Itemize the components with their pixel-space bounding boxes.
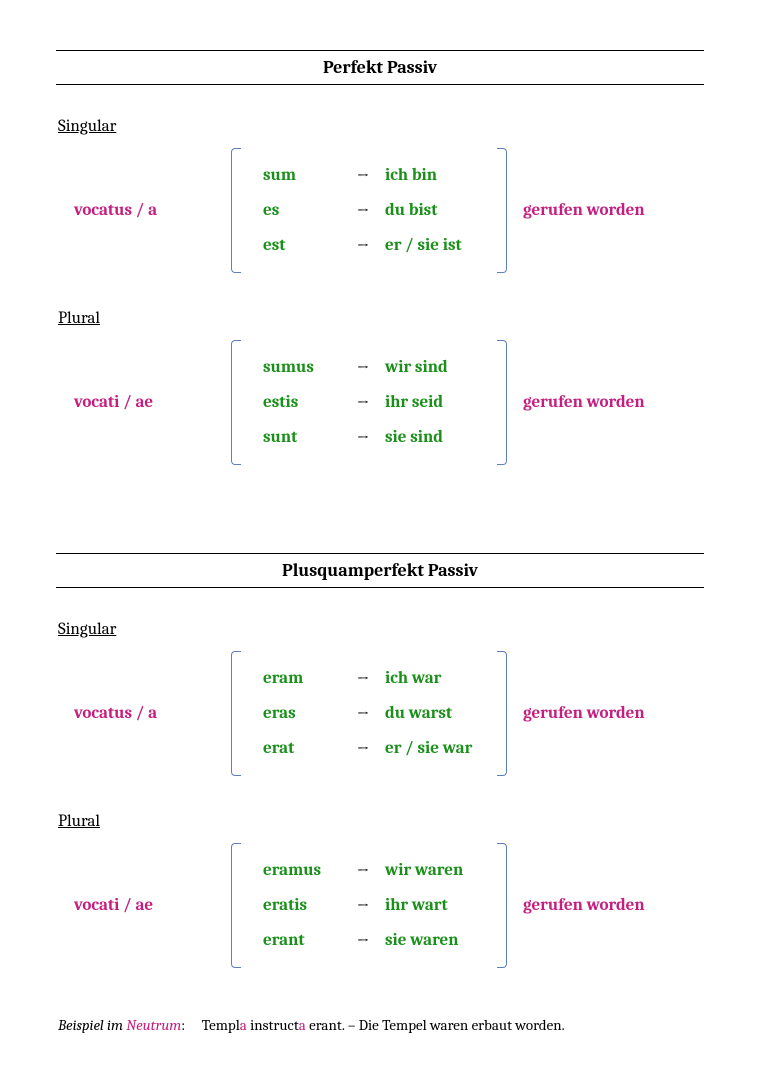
conjugation-block: vocati / ae eramus → wir waren eratis → … (56, 843, 704, 968)
german-form: du bist (385, 201, 497, 220)
german-form: ich bin (385, 166, 497, 185)
bracket-right-icon (497, 843, 507, 968)
forms-table: eramus → wir waren eratis → ihr wart era… (241, 843, 497, 968)
latin-form: sumus (241, 358, 341, 377)
form-row: eratis → ihr wart (241, 888, 497, 923)
bracket-left-icon (231, 148, 241, 273)
form-row: eramus → wir waren (241, 853, 497, 888)
participle: vocatus / a (74, 201, 229, 220)
section-title-perfekt: Perfekt Passiv (56, 50, 704, 85)
bracket-left-icon (231, 651, 241, 776)
arrow-icon: → (341, 167, 385, 185)
form-row: sum → ich bin (241, 158, 497, 193)
footnote-a2: a (299, 1016, 306, 1034)
participle: vocati / ae (74, 393, 229, 412)
form-row: erat → er / sie war (241, 731, 497, 766)
arrow-icon: → (341, 394, 385, 412)
latin-form: est (241, 236, 341, 255)
german-form: sie waren (385, 931, 497, 950)
bracket-right-icon (497, 340, 507, 465)
footnote-neutrum: Neutrum (126, 1016, 181, 1034)
latin-form: eratis (241, 896, 341, 915)
arrow-icon: → (341, 705, 385, 723)
arrow-icon: → (341, 897, 385, 915)
german-form: wir waren (385, 861, 497, 880)
bracket-left-icon (231, 843, 241, 968)
translation: gerufen worden (523, 201, 645, 220)
participle: vocatus / a (74, 704, 229, 723)
number-label-plural-1: Plural (58, 812, 704, 831)
conjugation-block: vocati / ae sumus → wir sind estis → ihr… (56, 340, 704, 465)
forms-table: sum → ich bin es → du bist est → er / si… (241, 148, 497, 273)
latin-form: erat (241, 739, 341, 758)
footnote-ex2: instruct (247, 1016, 299, 1034)
forms-table: sumus → wir sind estis → ihr seid sunt →… (241, 340, 497, 465)
form-row: estis → ihr seid (241, 385, 497, 420)
latin-form: eram (241, 669, 341, 688)
bracket-right-icon (497, 148, 507, 273)
footnote-example: Beispiel im Neutrum: Templa instructa er… (58, 1016, 704, 1034)
bracket-right-icon (497, 651, 507, 776)
translation: gerufen worden (523, 704, 645, 723)
conjugation-block: vocatus / a sum → ich bin es → du bist e… (56, 148, 704, 273)
german-form: ihr wart (385, 896, 497, 915)
number-label-singular-0: Singular (58, 117, 704, 136)
form-row: est → er / sie ist (241, 228, 497, 263)
latin-form: eramus (241, 861, 341, 880)
form-row: sumus → wir sind (241, 350, 497, 385)
section-title-plusquam: Plusquamperfekt Passiv (56, 553, 704, 588)
form-row: eram → ich war (241, 661, 497, 696)
latin-form: sum (241, 166, 341, 185)
german-form: ich war (385, 669, 497, 688)
number-label-singular-1: Singular (58, 620, 704, 639)
arrow-icon: → (341, 359, 385, 377)
latin-form: erant (241, 931, 341, 950)
translation: gerufen worden (523, 896, 645, 915)
forms-table: eram → ich war eras → du warst erat → er… (241, 651, 497, 776)
arrow-icon: → (341, 429, 385, 447)
conjugation-block: vocatus / a eram → ich war eras → du war… (56, 651, 704, 776)
form-row: erant → sie waren (241, 923, 497, 958)
german-form: wir sind (385, 358, 497, 377)
latin-form: sunt (241, 428, 341, 447)
german-form: sie sind (385, 428, 497, 447)
arrow-icon: → (341, 932, 385, 950)
arrow-icon: → (341, 202, 385, 220)
latin-form: eras (241, 704, 341, 723)
arrow-icon: → (341, 237, 385, 255)
arrow-icon: → (341, 862, 385, 880)
translation: gerufen worden (523, 393, 645, 412)
footnote-ex1: Templ (202, 1016, 240, 1034)
german-form: er / sie war (385, 739, 497, 758)
form-row: eras → du warst (241, 696, 497, 731)
latin-form: es (241, 201, 341, 220)
number-label-plural-0: Plural (58, 309, 704, 328)
german-form: du warst (385, 704, 497, 723)
footnote-prefix: Beispiel im (58, 1016, 126, 1034)
footnote-a1: a (240, 1016, 247, 1034)
form-row: es → du bist (241, 193, 497, 228)
participle: vocati / ae (74, 896, 229, 915)
bracket-left-icon (231, 340, 241, 465)
german-form: er / sie ist (385, 236, 497, 255)
arrow-icon: → (341, 670, 385, 688)
form-row: sunt → sie sind (241, 420, 497, 455)
german-form: ihr seid (385, 393, 497, 412)
footnote-spacer (185, 1016, 202, 1034)
footnote-ex3: erant. – Die Tempel waren erbaut worden. (306, 1016, 565, 1034)
arrow-icon: → (341, 740, 385, 758)
latin-form: estis (241, 393, 341, 412)
